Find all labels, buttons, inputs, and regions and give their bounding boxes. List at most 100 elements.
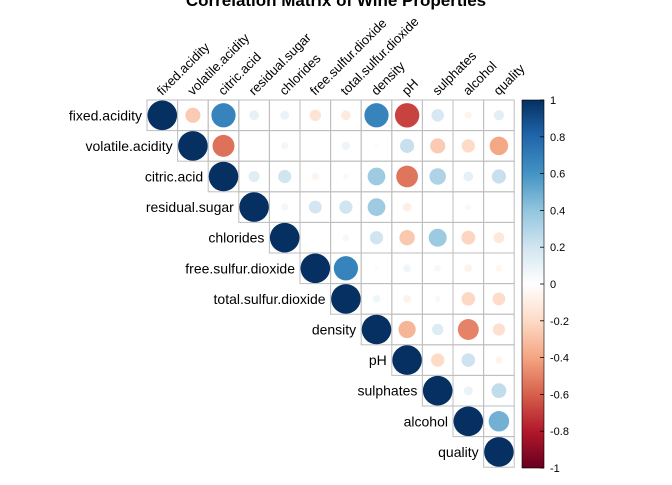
correlation-circle: chlorides / free.sulfur.dioxide: 0.01 xyxy=(313,236,317,240)
correlation-circle: quality / quality: 1 xyxy=(484,437,514,467)
correlation-circle: fixed.acidity / citric.acid: 0.67 xyxy=(211,103,236,128)
correlation-circle: free.sulfur.dioxide / density: -0.02 xyxy=(374,266,379,271)
color-legend: -1 -0.8 -0.6 -0.4 -0.2 0 0.2 0.4 0.6 0.8 1 xyxy=(521,95,569,475)
correlation-circle: residual.sugar / chlorides: 0.06 xyxy=(281,203,289,211)
correlation-circle: free.sulfur.dioxide / pH: 0.07 xyxy=(403,264,412,273)
correlation-circle: fixed.acidity / chlorides: 0.09 xyxy=(280,110,290,120)
color-bar-tick-label: -0.6 xyxy=(550,389,569,401)
correlation-circle: citric.acid / alcohol: 0.11 xyxy=(463,171,474,182)
correlation-circle: volatile.acidity / density: 0.02 xyxy=(374,143,379,148)
row-label: chlorides xyxy=(208,230,264,246)
correlation-circle: volatile.acidity / chlorides: 0.06 xyxy=(281,142,289,150)
row-label: quality xyxy=(438,444,478,460)
correlation-circle: residual.sugar / alcohol: 0.04 xyxy=(465,204,472,211)
correlation-circle: density / quality: -0.17 xyxy=(492,323,506,336)
correlation-circle: alcohol / alcohol: 1 xyxy=(453,406,484,437)
matrix-grid xyxy=(146,99,515,468)
correlation-circle: chlorides / density: 0.2 xyxy=(369,231,384,245)
correlation-circle: free.sulfur.dioxide / quality: -0.05 xyxy=(495,264,503,272)
row-label: alcohol xyxy=(404,413,448,429)
correlation-circle: chlorides / total.sulfur.dioxide: 0.05 xyxy=(342,234,350,242)
correlation-circle: sulphates / sulphates: 1 xyxy=(422,375,453,406)
row-label: free.sulfur.dioxide xyxy=(185,260,295,276)
correlation-circle: volatile.acidity / volatile.acidity: 1 xyxy=(178,131,208,161)
correlation-circle: fixed.acidity / pH: -0.68 xyxy=(394,103,420,128)
correlation-circle: fixed.acidity / sulphates: 0.18 xyxy=(431,109,444,122)
correlation-circle: density / alcohol: -0.5 xyxy=(457,319,479,340)
color-bar-tick-label: 0.8 xyxy=(550,132,565,144)
color-bar-tick-label: 0.2 xyxy=(550,242,565,254)
correlation-circle: density / pH: -0.34 xyxy=(398,320,416,339)
color-bar-tick-label: 1 xyxy=(550,95,556,107)
color-bar-tick-label: 0.6 xyxy=(550,169,565,181)
row-label: volatile.acidity xyxy=(85,138,172,154)
correlation-circle: residual.sugar / residual.sugar: 1 xyxy=(239,192,269,222)
correlation-circles: fixed.acidity / fixed.acidity: 1 fixed.ac… xyxy=(147,100,514,467)
row-label: residual.sugar xyxy=(146,199,234,215)
correlation-circle: fixed.acidity / volatile.acidity: -0.26 xyxy=(185,107,201,123)
correlation-circle: residual.sugar / sulphates: 0.01 xyxy=(436,205,440,209)
correlation-circle: total.sulfur.dioxide / quality: -0.19 xyxy=(492,292,506,306)
correlation-circle: free.sulfur.dioxide / alcohol: -0.07 xyxy=(464,264,473,273)
correlation-circle: volatile.acidity / free.sulfur.dioxide: … xyxy=(313,144,317,148)
matrix-cell xyxy=(238,130,270,162)
correlation-circle: fixed.acidity / residual.sugar: 0.11 xyxy=(249,110,260,121)
correlation-circle: chlorides / pH: -0.27 xyxy=(399,230,415,246)
correlation-circle: citric.acid / pH: -0.54 xyxy=(396,165,418,188)
correlation-circle: total.sulfur.dioxide / sulphates: 0.04 xyxy=(434,295,441,302)
correlation-circle: fixed.acidity / free.sulfur.dioxide: -0.… xyxy=(309,109,322,122)
row-label: pH xyxy=(369,352,387,368)
correlation-circle: fixed.acidity / total.sulfur.dioxide: -0… xyxy=(340,110,351,121)
correlation-circle: residual.sugar / total.sulfur.dioxide: 0… xyxy=(339,200,353,214)
correlation-circle: fixed.acidity / density: 0.67 xyxy=(364,103,389,128)
row-label: total.sulfur.dioxide xyxy=(214,291,326,307)
color-bar-tick-label: 0 xyxy=(550,279,556,291)
correlation-circle: fixed.acidity / quality: 0.12 xyxy=(493,110,505,121)
correlation-circle: density / density: 1 xyxy=(361,314,392,345)
row-labels: fixed.acidity volatile.acidity citric.acid… xyxy=(69,107,479,460)
correlation-circle: chlorides / alcohol: -0.22 xyxy=(461,230,476,245)
chart-title: Correlation Matrix of Wine Properties xyxy=(186,0,486,10)
correlation-circle: total.sulfur.dioxide / total.sulfur.diox… xyxy=(331,284,361,314)
column-labels: fixed.acidityvolatile.aciditycitric.acid… xyxy=(154,14,528,98)
correlation-circle: volatile.acidity / citric.acid: -0.55 xyxy=(212,134,235,157)
correlation-circle: volatile.acidity / total.sulfur.dioxide:… xyxy=(341,141,351,151)
matrix-cell xyxy=(483,436,515,468)
correlation-circle: chlorides / quality: -0.13 xyxy=(493,232,505,244)
correlation-circle: alcohol / quality: 0.48 xyxy=(488,411,510,432)
correlation-circle: citric.acid / citric.acid: 1 xyxy=(208,161,239,192)
correlation-circle: pH / alcohol: 0.21 xyxy=(461,353,476,367)
row-label: sulphates xyxy=(357,383,417,399)
correlation-circle: sulphates / quality: 0.25 xyxy=(491,383,507,399)
correlation-circle: free.sulfur.dioxide / sulphates: 0.05 xyxy=(434,264,442,272)
correlation-circle: volatile.acidity / pH: 0.23 xyxy=(400,138,415,153)
correlation-circle: citric.acid / total.sulfur.dioxide: 0.04 xyxy=(342,173,349,180)
color-bar-tick-label: -1 xyxy=(550,463,560,475)
correlation-circle: residual.sugar / quality: 0.01 xyxy=(497,205,501,209)
column-label: pH xyxy=(399,76,421,98)
correlation-circle: total.sulfur.dioxide / alcohol: -0.21 xyxy=(461,292,476,306)
color-bar-tick-label: -0.4 xyxy=(550,353,569,365)
correlation-circle: volatile.acidity / alcohol: -0.2 xyxy=(461,139,475,153)
correlation-circle: chlorides / sulphates: 0.37 xyxy=(428,228,447,247)
correlation-circle: citric.acid / density: 0.36 xyxy=(367,167,386,186)
correlation-circle: free.sulfur.dioxide / free.sulfur.dioxid… xyxy=(300,253,331,284)
correlation-circle: citric.acid / sulphates: 0.31 xyxy=(429,168,446,185)
color-bar-tick-label: -0.2 xyxy=(550,316,569,328)
correlation-circle: residual.sugar / free.sulfur.dioxide: 0.… xyxy=(308,200,322,214)
row-label: density xyxy=(312,322,356,338)
correlation-circle: total.sulfur.dioxide / density: 0.07 xyxy=(372,294,381,303)
correlation-circle: total.sulfur.dioxide / pH: -0.07 xyxy=(403,294,412,303)
row-label: fixed.acidity xyxy=(69,107,142,123)
correlation-circle: sulphates / alcohol: 0.09 xyxy=(463,386,473,396)
correlation-circle: chlorides / chlorides: 1 xyxy=(269,222,300,253)
correlation-circle: volatile.acidity / sulphates: -0.26 xyxy=(430,138,446,154)
correlation-circle: fixed.acidity / fixed.acidity: 1 xyxy=(147,100,178,131)
correlation-circle: pH / sulphates: -0.2 xyxy=(431,353,445,367)
correlation-circle: fixed.acidity / alcohol: -0.06 xyxy=(464,111,472,119)
correlation-circle: residual.sugar / density: 0.36 xyxy=(367,198,386,216)
correlation-circle: residual.sugar / pH: -0.09 xyxy=(402,202,412,212)
correlation-circle: citric.acid / free.sulfur.dioxide: -0.06 xyxy=(311,172,319,181)
